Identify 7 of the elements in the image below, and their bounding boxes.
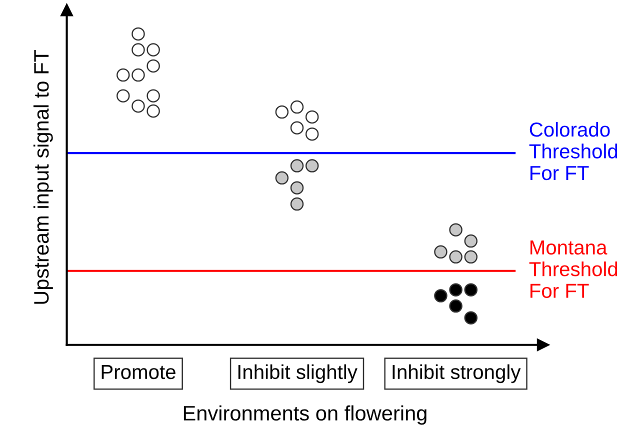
ref-line-label: Montana Threshold For FT xyxy=(529,240,618,298)
x-axis-title: Environments on flowering xyxy=(184,405,426,425)
ref-line-label: Colorado Threshold For FT xyxy=(529,122,618,180)
y-axis-title: Upstream input signal to FT xyxy=(33,50,53,304)
x-tick-label: Inhibit slightly xyxy=(238,364,358,384)
x-tick-label: Inhibit strongly xyxy=(392,364,521,384)
x-tick-label: Promote xyxy=(102,365,176,380)
